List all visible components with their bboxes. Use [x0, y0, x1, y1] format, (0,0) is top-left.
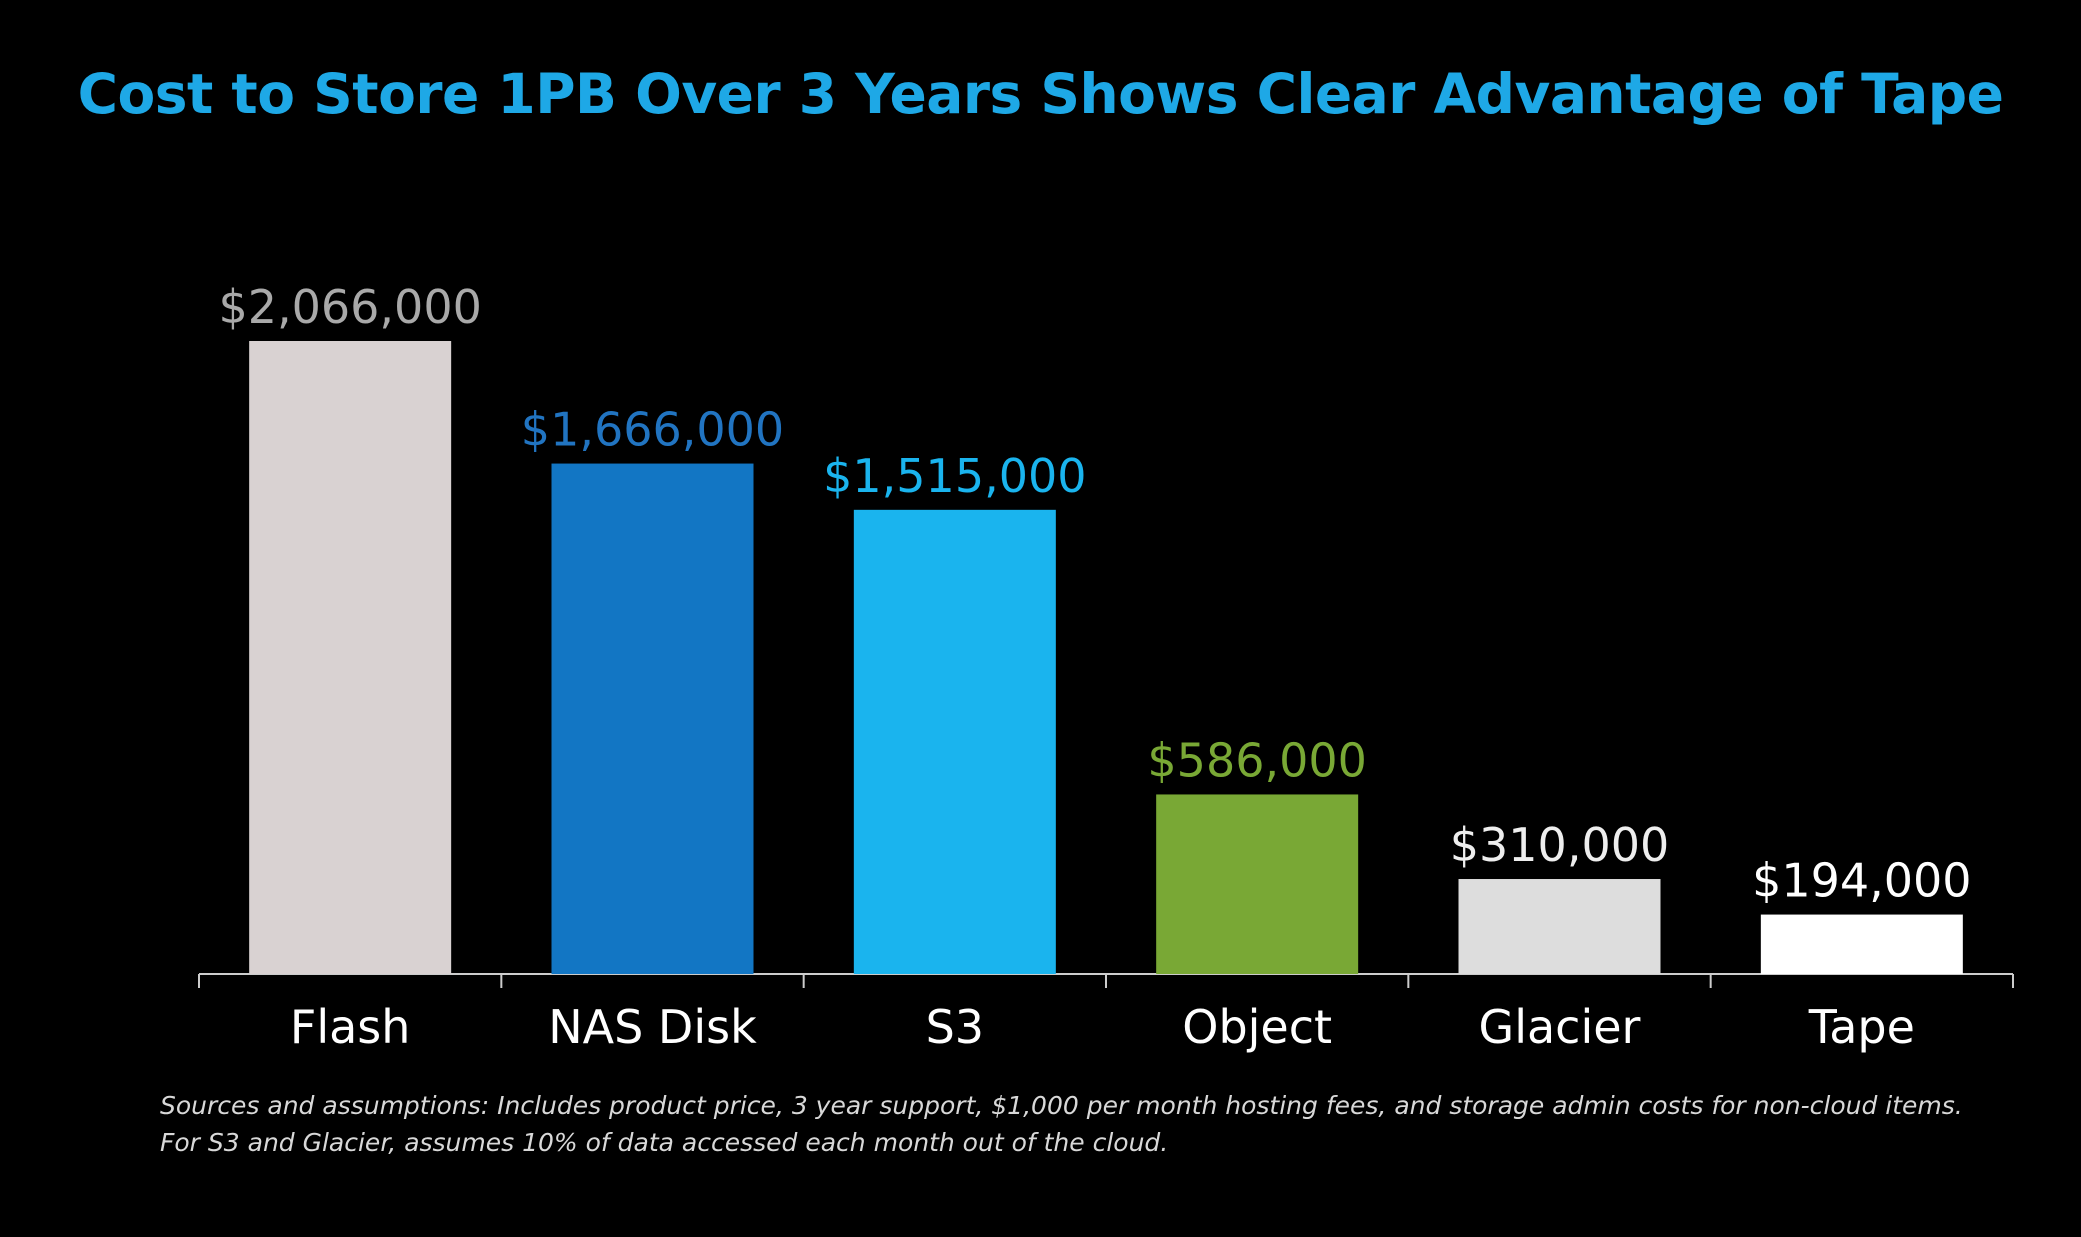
value-label: $1,666,000: [521, 403, 784, 457]
value-label: $2,066,000: [218, 280, 481, 334]
bar-flash: [249, 341, 452, 974]
bars: [249, 341, 1963, 974]
value-label: $1,515,000: [823, 449, 1086, 503]
category-label: NAS Disk: [548, 1000, 757, 1054]
bar-nas-disk: [551, 463, 754, 974]
bar-s3: [853, 509, 1056, 974]
x-axis: [198, 973, 2014, 988]
category-label: Glacier: [1479, 1000, 1641, 1054]
bar-tape: [1760, 914, 1963, 974]
value-label: $586,000: [1147, 733, 1367, 787]
value-label: $194,000: [1752, 854, 1972, 908]
footnote-line-1: Sources and assumptions: Includes produc…: [160, 1091, 1963, 1120]
category-label: Tape: [1808, 1000, 1915, 1054]
value-label: $310,000: [1450, 818, 1670, 872]
chart-title: Cost to Store 1PB Over 3 Years Shows Cle…: [77, 62, 2004, 126]
value-labels: $2,066,000 $1,666,000 $1,515,000 $586,000 $3…: [218, 280, 1971, 908]
footnote-line-2: For S3 and Glacier, assumes 10% of data …: [160, 1128, 1169, 1157]
category-label: Flash: [290, 1000, 411, 1054]
bar-glacier: [1458, 879, 1661, 974]
category-label: S3: [926, 1000, 984, 1054]
category-labels: Flash NAS Disk S3 Object Glacier Tape: [290, 1000, 1915, 1054]
bar-object: [1156, 794, 1359, 974]
category-label: Object: [1182, 1000, 1332, 1054]
